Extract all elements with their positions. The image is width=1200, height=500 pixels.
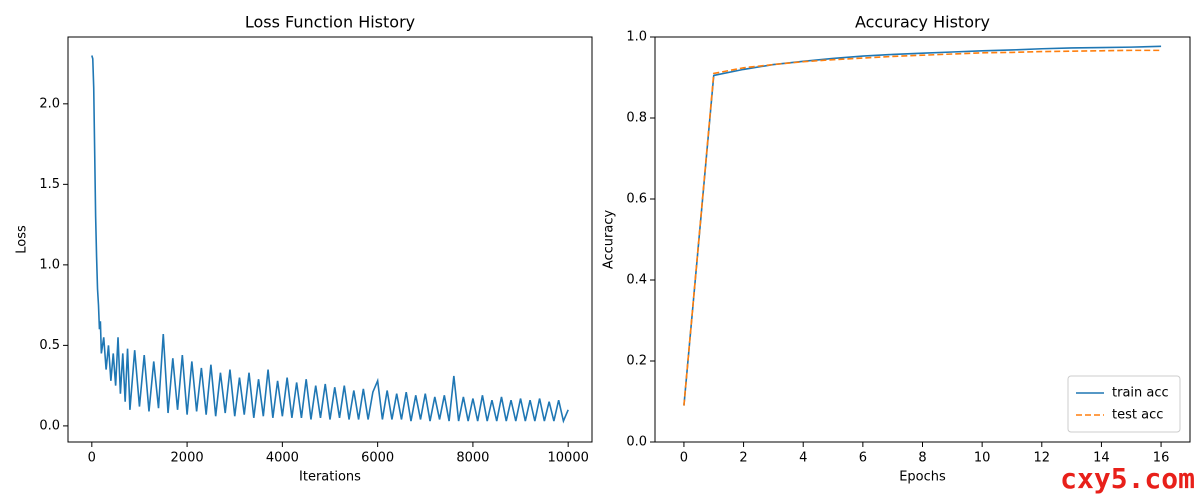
y-tick-label: 0.8 — [626, 111, 647, 126]
x-tick-label: 10000 — [548, 451, 589, 466]
x-tick-label: 14 — [1093, 451, 1110, 466]
y-tick-label: 0.0 — [626, 435, 647, 450]
chart-title: Loss Function History — [245, 13, 415, 32]
y-axis-label: Accuracy — [602, 210, 617, 270]
x-tick-label: 0 — [680, 451, 688, 466]
x-tick-label: 4000 — [266, 451, 299, 466]
y-tick-label: 1.5 — [39, 177, 60, 192]
x-tick-label: 16 — [1153, 451, 1170, 466]
y-tick-label: 0.0 — [39, 418, 60, 433]
x-tick-label: 2 — [739, 451, 747, 466]
legend-label: train acc — [1112, 386, 1169, 401]
y-tick-label: 0.6 — [626, 192, 647, 207]
y-tick-label: 0.4 — [626, 273, 647, 288]
y-tick-label: 0.5 — [39, 338, 60, 353]
x-tick-label: 8000 — [456, 451, 489, 466]
chart-title: Accuracy History — [855, 13, 990, 32]
x-tick-label: 4 — [799, 451, 807, 466]
y-tick-label: 1.0 — [39, 257, 60, 272]
axes-frame — [67, 36, 593, 443]
legend-label: test acc — [1112, 408, 1163, 423]
legend-box — [1067, 375, 1181, 433]
data-line — [91, 55, 569, 424]
x-tick-label: 0 — [88, 451, 96, 466]
x-tick-label: 6 — [859, 451, 867, 466]
data-line — [683, 49, 1162, 406]
y-tick-label: 0.2 — [626, 354, 647, 369]
y-tick-label: 2.0 — [39, 96, 60, 111]
x-tick-label: 2000 — [171, 451, 204, 466]
axes-frame — [654, 36, 1191, 443]
watermark: cxy5.com — [1060, 462, 1195, 495]
x-tick-label: 10 — [974, 451, 991, 466]
x-axis-label: Epochs — [899, 470, 946, 485]
y-tick-label: 1.0 — [626, 30, 647, 45]
y-axis-label: Loss — [15, 225, 30, 254]
x-tick-label: 8 — [918, 451, 926, 466]
x-tick-label: 6000 — [361, 451, 394, 466]
x-axis-label: Iterations — [299, 470, 361, 485]
x-tick-label: 12 — [1034, 451, 1051, 466]
